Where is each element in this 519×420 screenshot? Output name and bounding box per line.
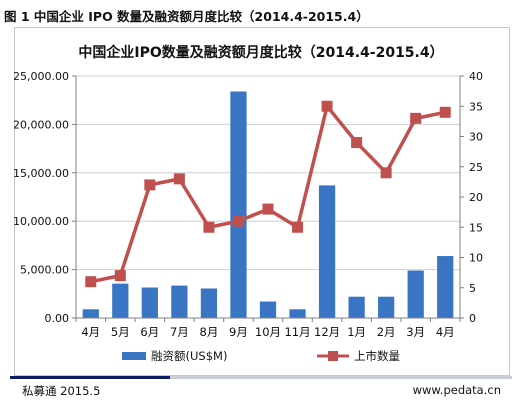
left-tick-label: 20,000.00 <box>14 118 69 131</box>
x-tick-label: 1月 <box>347 325 366 339</box>
left-tick-label: 15,000.00 <box>14 167 69 180</box>
right-axis: 0 5 10 15 20 25 30 35 40 <box>459 70 483 325</box>
bar <box>259 301 277 318</box>
right-tick-label: 15 <box>469 221 483 234</box>
legend-bar-swatch <box>122 352 146 360</box>
line-marker <box>85 276 97 288</box>
right-tick-label: 10 <box>469 252 483 265</box>
bar <box>318 185 336 318</box>
x-tick-label: 2月 <box>377 325 396 339</box>
x-tick-label: 12月 <box>314 325 340 339</box>
line-marker <box>173 173 185 185</box>
line-marker <box>232 215 244 227</box>
line-marker <box>203 221 215 233</box>
bar <box>230 91 247 318</box>
bar <box>378 296 395 318</box>
x-tick-label: 11月 <box>284 325 310 339</box>
footer-rule <box>10 376 512 379</box>
x-tick-label: 10月 <box>255 325 281 339</box>
right-tick-label: 5 <box>469 282 476 295</box>
line-marker <box>351 137 363 149</box>
line-marker <box>114 270 126 282</box>
left-axis: 0.00 5,000.00 10,000.00 15,000.00 20,000.00 2… <box>14 70 77 325</box>
right-tick-label: 30 <box>469 131 483 144</box>
chart-title: 中国企业IPO数量及融资额月度比较（2014.4-2015.4） <box>78 44 443 61</box>
right-tick-label: 0 <box>469 312 476 325</box>
figure-caption: 图 1 中国企业 IPO 数量及融资额月度比较（2014.4-2015.4） <box>4 9 369 24</box>
bar <box>437 256 454 318</box>
bar <box>141 287 158 318</box>
right-tick-label: 25 <box>469 161 483 174</box>
left-tick-label: 0.00 <box>45 312 70 325</box>
bar <box>289 309 306 318</box>
right-tick-label: 35 <box>469 100 483 113</box>
x-tick-label: 6月 <box>140 325 159 339</box>
x-tick-label: 9月 <box>229 325 248 339</box>
bar <box>200 288 218 318</box>
legend: 融资额(US$M) 上市数量 <box>122 349 400 363</box>
x-tick-label: 4月 <box>436 325 455 339</box>
legend-line-label: 上市数量 <box>354 349 400 363</box>
bar <box>82 309 99 318</box>
right-tick-label: 40 <box>469 70 483 83</box>
right-tick-label: 20 <box>469 191 483 204</box>
bar-series <box>82 91 454 318</box>
line-series <box>85 100 451 288</box>
legend-bar-label: 融资额(US$M) <box>151 349 227 363</box>
gridlines <box>76 75 460 271</box>
left-tick-label: 5,000.00 <box>20 264 69 277</box>
line-marker <box>292 221 304 233</box>
left-tick-label: 10,000.00 <box>14 215 69 228</box>
x-tick-label: 7月 <box>170 325 189 339</box>
line-marker <box>439 106 451 118</box>
line-marker <box>321 100 333 112</box>
x-tick-label: 5月 <box>111 325 130 339</box>
line-marker <box>380 167 392 179</box>
line-path <box>90 104 446 284</box>
bar <box>171 285 188 318</box>
left-tick-label: 25,000.00 <box>14 70 69 83</box>
x-tick-label: 4月 <box>81 325 100 339</box>
chart: 中国企业IPO数量及融资额月度比较（2014.4-2015.4） 0.00 5,0… <box>14 44 483 363</box>
line-marker <box>144 179 156 191</box>
x-tick-label: 3月 <box>406 325 425 339</box>
footer-rule-accent <box>10 376 170 379</box>
bar <box>112 283 129 318</box>
line-marker <box>262 203 274 215</box>
footer-site: www.pedata.cn <box>412 383 501 397</box>
legend-line-marker <box>328 351 338 361</box>
bar <box>348 296 365 318</box>
footer-source: 私募通 2015.5 <box>22 384 101 398</box>
bar <box>407 270 424 318</box>
x-tick-label: 8月 <box>200 325 219 339</box>
x-axis: 4月 5月 6月 7月 8月 9月 10月 11月 12月 1月 2月 3月 4月 <box>75 317 461 339</box>
line-marker <box>410 112 422 124</box>
